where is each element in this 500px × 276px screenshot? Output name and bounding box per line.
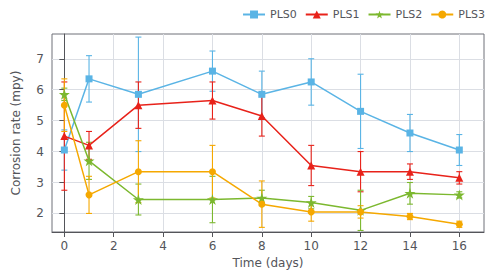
svg-text:PLS3: PLS3 [458,8,485,21]
svg-text:Corrosion rate (mpy): Corrosion rate (mpy) [9,71,23,196]
svg-text:6: 6 [209,239,217,253]
svg-text:8: 8 [258,239,266,253]
svg-text:2: 2 [36,206,44,220]
svg-text:14: 14 [402,239,417,253]
svg-text:10: 10 [304,239,319,253]
svg-text:0: 0 [61,239,69,253]
svg-text:7: 7 [36,52,44,66]
svg-text:Time (days): Time (days) [232,256,304,270]
svg-text:5: 5 [36,114,44,128]
svg-text:6: 6 [36,83,44,97]
svg-text:PLS1: PLS1 [333,8,360,21]
svg-text:4: 4 [36,145,44,159]
svg-text:4: 4 [159,239,167,253]
svg-text:16: 16 [452,239,467,253]
svg-text:PLS2: PLS2 [396,8,423,21]
svg-text:12: 12 [353,239,368,253]
svg-text:2: 2 [110,239,118,253]
svg-text:3: 3 [36,176,44,190]
svg-text:PLS0: PLS0 [270,8,297,21]
